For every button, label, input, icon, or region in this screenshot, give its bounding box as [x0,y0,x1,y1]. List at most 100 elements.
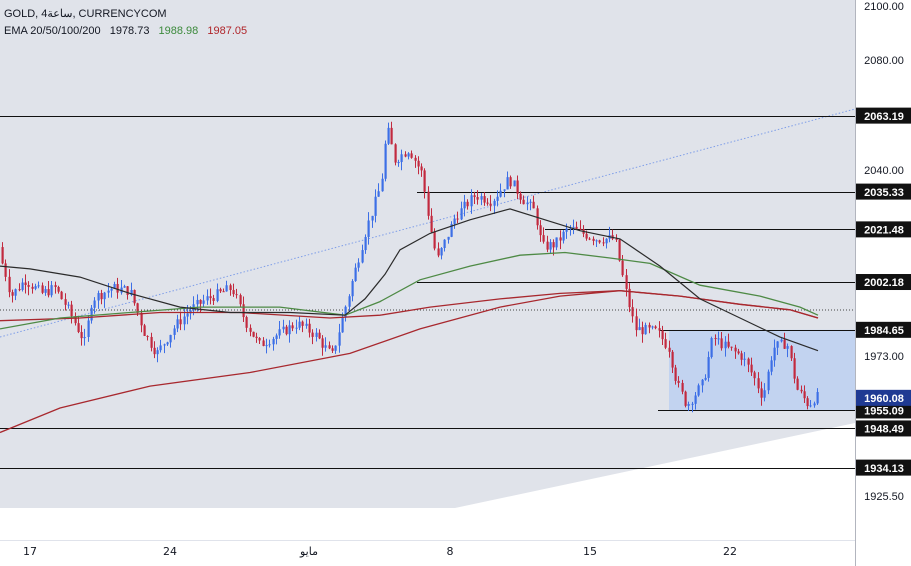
level-tag-7: 1934.13 [864,463,904,475]
candle-body-152 [503,189,506,191]
level-tag-1: 2035.33 [864,187,904,199]
candle-body-43 [143,325,146,336]
candle-body-20 [67,304,70,306]
candle-body-121 [400,154,403,163]
candle-body-117 [387,127,390,144]
candle-body-220 [727,341,730,347]
candle-body-181 [598,240,601,243]
candle-body-238 [786,346,789,349]
candle-body-78 [258,338,261,341]
candle-body-124 [410,153,413,158]
x-tick-label-1: 24 [163,545,177,558]
candle-body-38 [126,286,129,295]
candle-body-7 [24,282,27,286]
candle-body-5 [18,289,21,291]
candle-body-240 [793,358,796,379]
candle-body-161 [532,201,535,209]
candle-body-111 [367,220,370,237]
candle-body-95 [315,332,318,337]
candle-body-22 [74,316,77,324]
candle-body-0 [1,247,4,264]
candle-body-73 [242,304,245,318]
candle-body-232 [767,371,770,391]
candle-body-173 [572,226,575,228]
candle-body-245 [809,405,812,407]
candle-body-224 [740,353,743,360]
candle-body-34 [113,284,116,289]
candle-body-192 [635,316,638,331]
candle-body-81 [268,344,271,346]
candle-body-19 [64,299,67,305]
candle-body-115 [381,178,384,192]
candle-body-50 [166,342,169,345]
candle-body-24 [80,331,83,339]
candle-body-234 [773,347,776,361]
candle-body-160 [529,201,532,203]
ema-label: EMA 20/50/100/200 [4,25,101,37]
candle-body-16 [54,285,57,287]
ema20-value: 1978.73 [109,25,150,37]
candle-body-223 [737,351,740,354]
candle-body-212 [701,379,704,386]
candle-body-74 [245,317,248,328]
candle-body-207 [684,391,687,406]
candle-body-218 [720,338,723,349]
candle-body-209 [691,403,694,405]
candle-body-31 [103,292,106,300]
candle-body-80 [265,345,268,347]
candle-body-159 [526,202,529,205]
candle-body-174 [575,226,578,229]
candle-body-125 [414,157,417,161]
candle-body-246 [813,403,816,406]
candle-body-191 [631,307,634,317]
candle-body-177 [585,233,588,239]
candle-body-242 [800,389,803,392]
candle-body-235 [776,341,779,348]
candle-body-215 [710,338,713,358]
candle-body-114 [377,191,380,197]
candle-body-198 [654,326,657,329]
candle-body-56 [186,313,189,317]
x-tick-label-0: 17 [23,545,37,558]
candle-body-96 [318,332,321,339]
candle-body-9 [31,286,34,289]
candle-body-18 [60,291,63,300]
candle-body-29 [97,293,100,301]
candle-body-183 [605,238,608,244]
level-tag-2: 2021.48 [864,225,904,237]
last-price-tag-bg [856,389,911,406]
candle-body-106 [351,281,354,297]
candle-body-64 [212,298,215,301]
y-tick-label-1: 2080.00 [864,55,904,67]
candle-body-144 [476,197,479,200]
candle-body-55 [183,316,186,325]
candle-body-102 [338,332,341,346]
candle-body-32 [107,290,110,293]
candle-body-27 [90,307,93,321]
candle-body-217 [717,338,720,340]
candle-body-87 [288,325,291,335]
candle-body-45 [150,336,153,348]
candle-body-70 [232,290,235,295]
candle-body-54 [179,319,182,325]
candle-body-68 [225,285,228,292]
candle-body-135 [447,236,450,240]
candle-body-182 [602,242,605,244]
candle-body-213 [704,377,707,380]
candle-body-109 [361,250,364,263]
candle-body-90 [298,321,301,328]
candle-body-241 [796,378,799,390]
level-tag-bg-4 [856,321,911,338]
candle-body-41 [136,303,139,313]
candle-body-94 [311,332,314,337]
y-tick-label-3: 1973.00 [864,351,904,363]
candle-body-75 [249,327,252,332]
candle-body-46 [153,347,156,355]
candle-body-186 [615,238,618,240]
candle-body-89 [295,327,298,329]
candle-body-120 [397,162,400,164]
candle-body-17 [57,286,60,292]
candle-body-190 [628,288,631,308]
candle-body-53 [176,319,179,329]
